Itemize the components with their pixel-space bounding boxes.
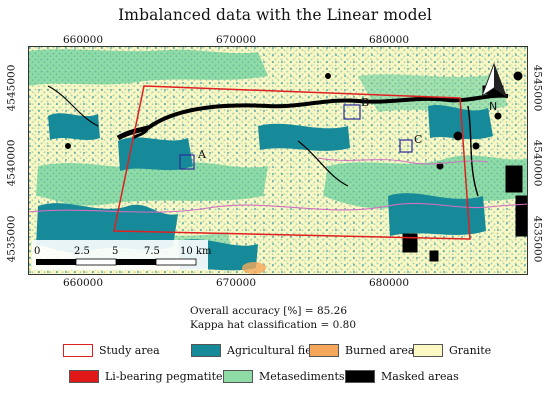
y-tick-left: 4545000 (5, 64, 18, 112)
legend-label: Study area (99, 344, 160, 357)
legend-swatch (63, 344, 93, 357)
legend-swatch (413, 344, 443, 357)
scale-label: 10 km (180, 246, 212, 257)
legend-label: Burned areas (345, 344, 421, 357)
y-tick-right: 4545000 (531, 64, 544, 112)
legend-swatch (309, 344, 339, 357)
overall-accuracy: Overall accuracy [%] = 85.26 (190, 305, 348, 317)
legend-label: Agricultural fields (227, 344, 328, 357)
site-c: C (399, 133, 422, 153)
legend-swatch (223, 370, 253, 383)
site-label: B (361, 96, 369, 109)
burned-area (242, 262, 266, 274)
x-tick-bottom: 680000 (368, 277, 410, 289)
classification-map: A B C N 0 2.5 5 7.5 10 km (28, 46, 528, 275)
site-a: A (179, 148, 207, 170)
legend-item-li-bearing-pegmatite: Li-bearing pegmatite (69, 370, 223, 383)
legend-item-masked-areas: Masked areas (345, 370, 459, 383)
legend-label: Granite (449, 344, 492, 357)
x-tick-top: 680000 (368, 34, 410, 46)
scale-label: 7.5 (144, 246, 160, 257)
legend-item-granite: Granite (413, 344, 491, 357)
accuracy-block: Overall accuracy [%] = 85.26 Kappa hat c… (190, 304, 356, 332)
legend-swatch (345, 370, 375, 383)
scale-label: 0 (34, 246, 40, 257)
site-label: A (197, 148, 207, 161)
boundary-line (28, 202, 528, 213)
legend-swatch (191, 344, 221, 357)
legend-item-burned-areas: Burned areas (309, 344, 420, 357)
masked-areas-layer (47, 71, 528, 262)
x-tick-top: 670000 (215, 34, 257, 46)
legend-label: Masked areas (381, 370, 459, 383)
legend-item-study-area: Study area (63, 344, 160, 357)
y-tick-left: 4535000 (5, 215, 18, 263)
svg-text:N: N (489, 100, 497, 113)
legend-label: Metasediments (259, 370, 345, 383)
legend-item-metasediments: Metasediments (223, 370, 345, 383)
y-tick-left: 4540000 (5, 139, 18, 187)
north-arrow-icon: N (480, 62, 508, 113)
study-area-polygon (113, 85, 471, 240)
legend: Study area Agricultural fields Burned ar… (63, 340, 491, 395)
map-title: Imbalanced data with the Linear model (118, 6, 432, 24)
y-tick-right: 4535000 (531, 215, 544, 263)
site-label: C (414, 133, 422, 146)
map-frame (28, 46, 528, 275)
agri-texture (28, 46, 528, 275)
x-tick-bottom: 670000 (215, 277, 257, 289)
x-tick-top: 660000 (62, 34, 104, 46)
kappa-value: Kappa hat classification = 0.80 (190, 319, 357, 331)
legend-label: Li-bearing pegmatite (105, 370, 223, 383)
boundary-line (317, 157, 489, 165)
y-tick-right: 4540000 (531, 139, 544, 187)
legend-item-agricultural-fields: Agricultural fields (191, 344, 328, 357)
scale-bar: 0 2.5 5 7.5 10 km (32, 240, 212, 270)
scale-label: 2.5 (74, 246, 90, 257)
scale-label: 5 (112, 246, 118, 257)
x-tick-bottom: 660000 (62, 277, 104, 289)
site-b: B (343, 96, 369, 120)
legend-swatch (69, 370, 99, 383)
